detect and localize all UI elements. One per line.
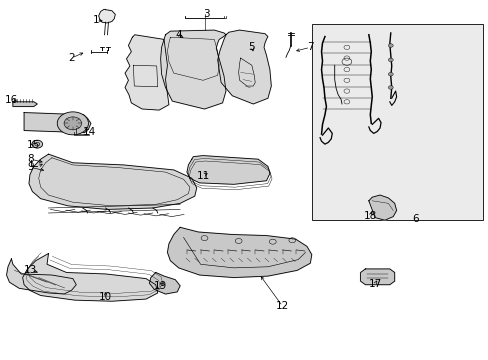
Circle shape (387, 44, 392, 47)
Polygon shape (22, 253, 158, 301)
Polygon shape (29, 154, 196, 210)
Polygon shape (6, 259, 76, 294)
Circle shape (57, 112, 88, 135)
Polygon shape (217, 30, 271, 104)
FancyBboxPatch shape (311, 24, 483, 220)
Text: 5: 5 (248, 42, 255, 51)
Polygon shape (186, 156, 269, 184)
Text: 7: 7 (306, 42, 313, 52)
Polygon shape (125, 35, 168, 110)
Circle shape (387, 86, 392, 89)
Text: 12: 12 (275, 301, 288, 311)
Polygon shape (167, 227, 311, 278)
Polygon shape (13, 102, 37, 107)
Polygon shape (149, 273, 180, 294)
Text: 2: 2 (68, 53, 75, 63)
Circle shape (387, 72, 392, 76)
Text: 4: 4 (175, 30, 182, 40)
Text: 15: 15 (27, 140, 41, 150)
Text: 3: 3 (203, 9, 209, 19)
Polygon shape (360, 269, 394, 285)
Text: 9: 9 (27, 162, 34, 172)
Polygon shape (24, 113, 91, 133)
Text: 11: 11 (196, 171, 209, 181)
Polygon shape (99, 9, 115, 23)
Text: 18: 18 (363, 211, 376, 221)
Circle shape (64, 117, 81, 130)
Circle shape (32, 140, 42, 148)
Circle shape (387, 58, 392, 62)
Text: 10: 10 (99, 292, 112, 302)
Text: 16: 16 (5, 95, 18, 105)
Polygon shape (368, 195, 396, 220)
Polygon shape (160, 30, 225, 109)
Text: 1: 1 (93, 15, 100, 25)
Text: 8: 8 (27, 154, 34, 164)
Text: 19: 19 (154, 281, 167, 291)
Text: 6: 6 (411, 215, 418, 224)
Text: 17: 17 (368, 279, 381, 289)
Text: 14: 14 (82, 127, 96, 136)
Text: 13: 13 (24, 265, 38, 275)
